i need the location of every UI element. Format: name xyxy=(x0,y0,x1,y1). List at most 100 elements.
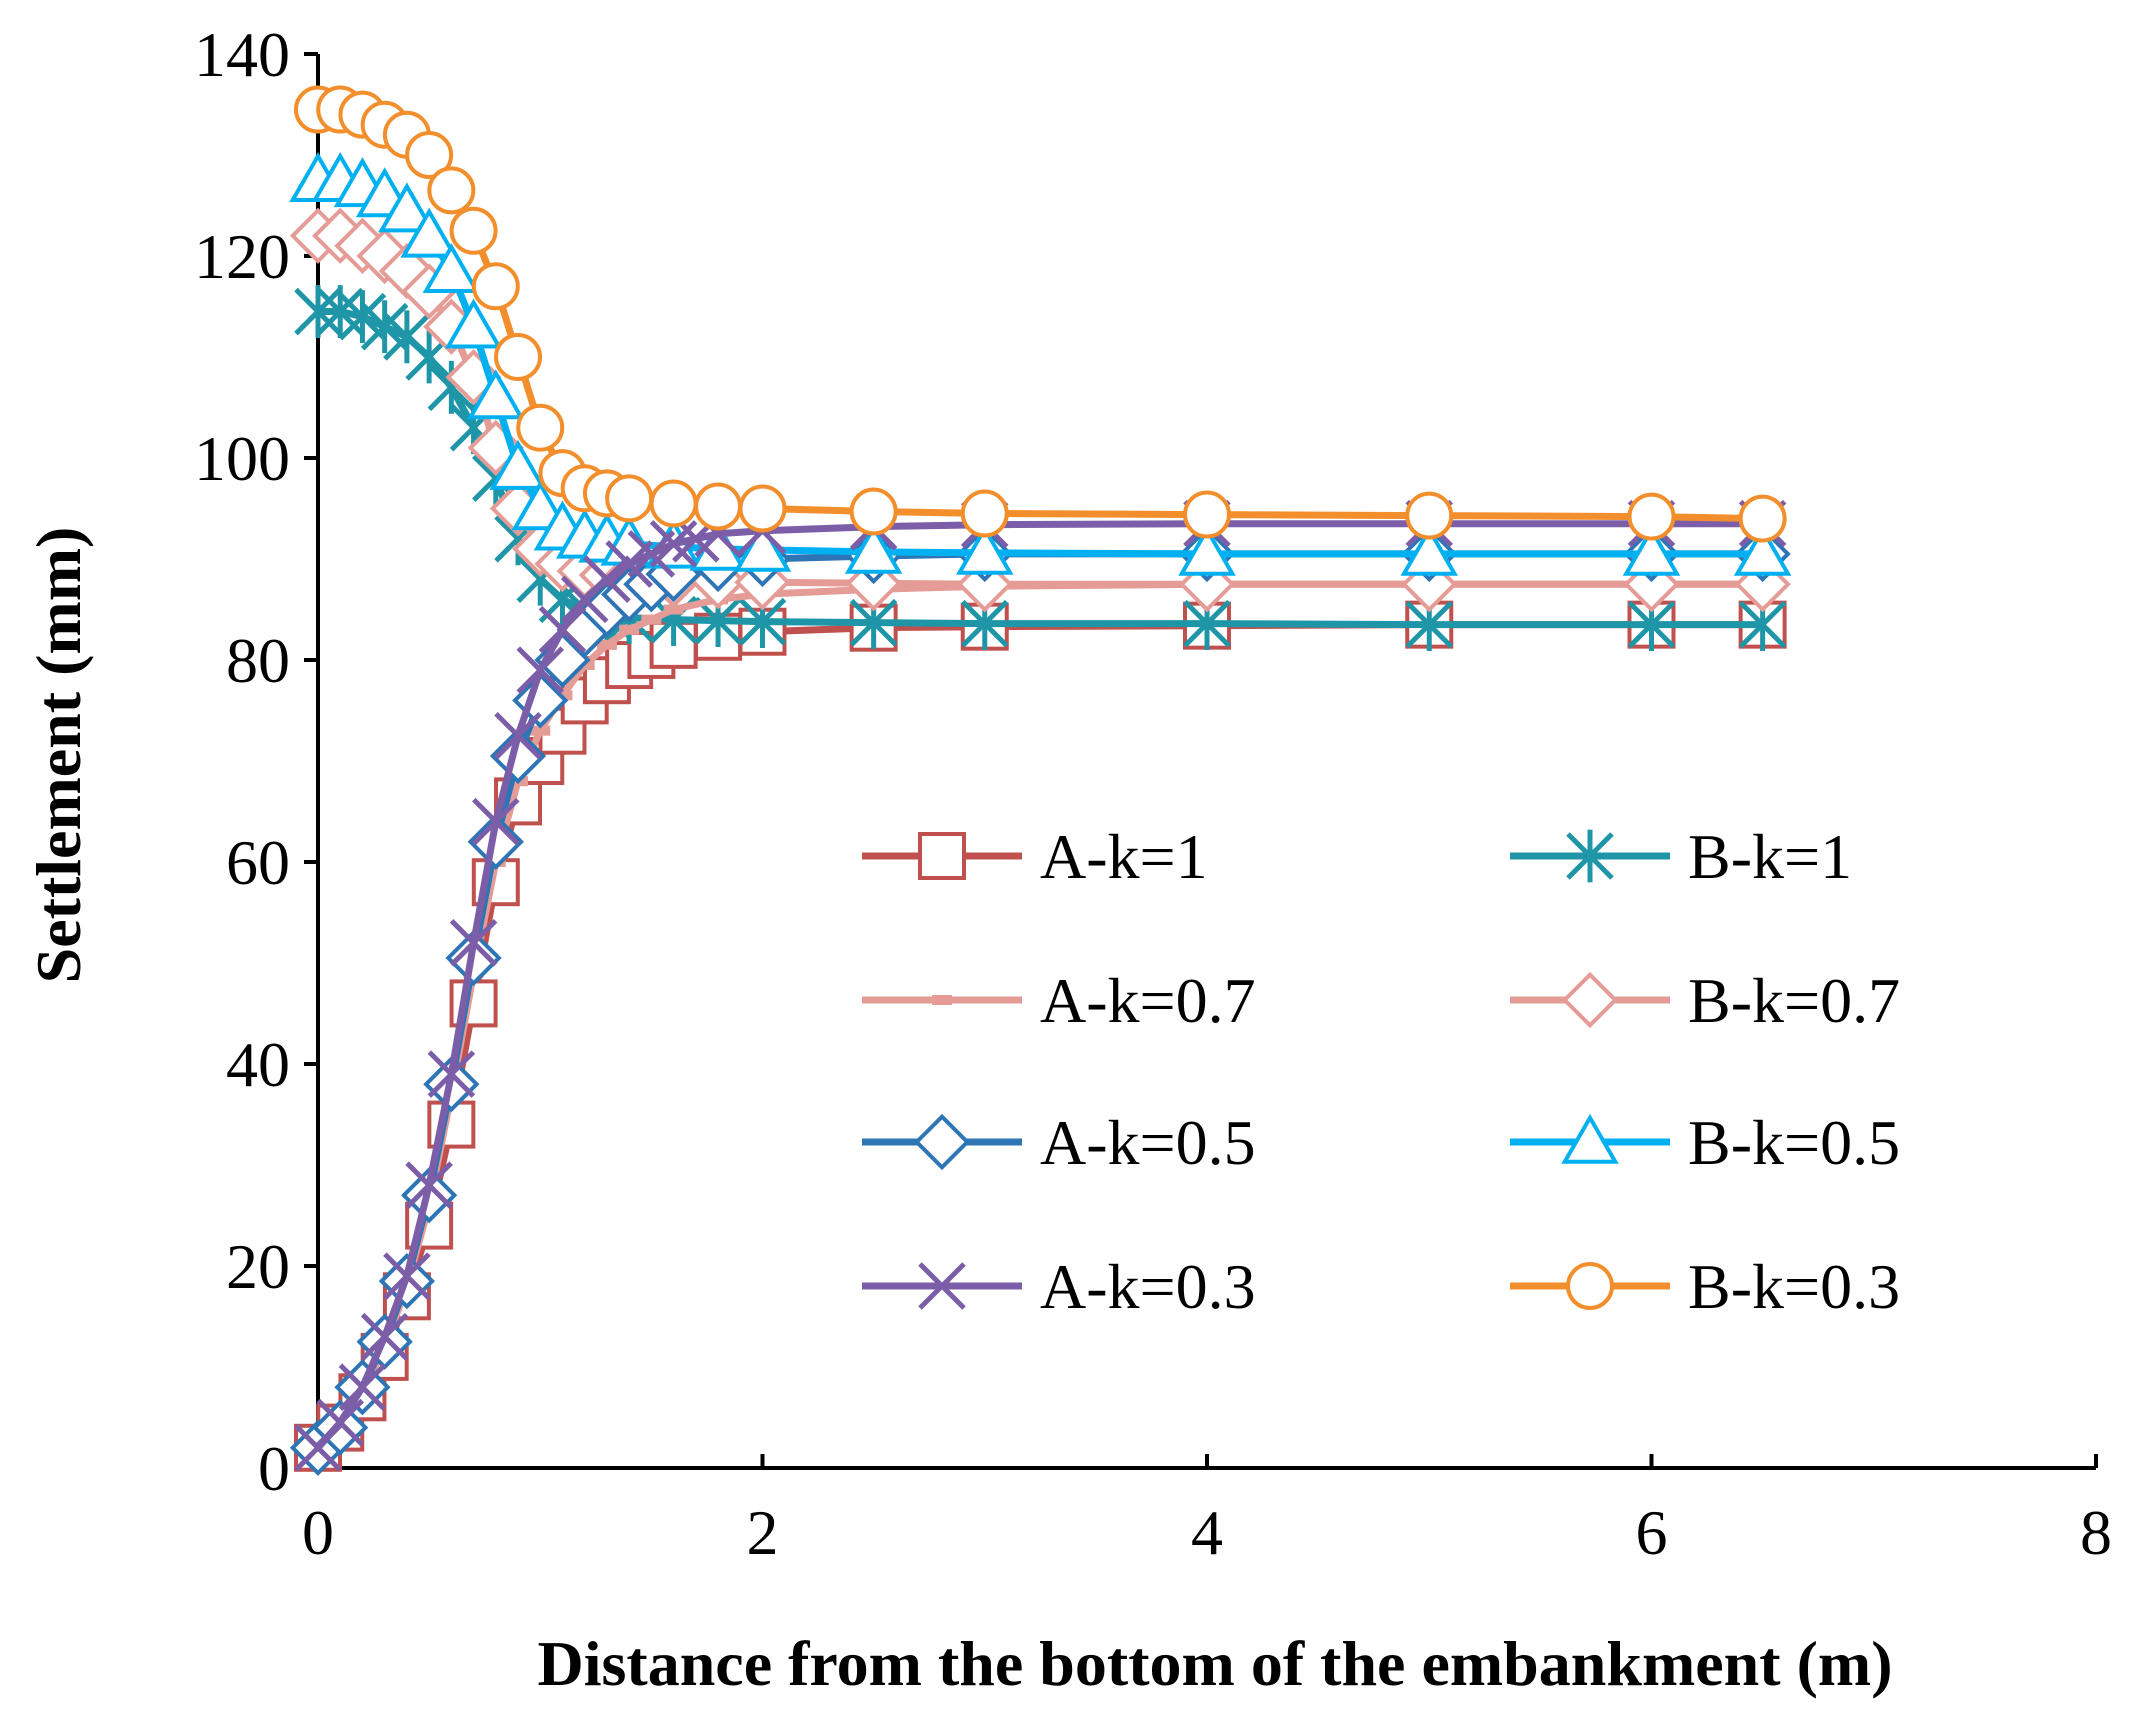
data-point xyxy=(338,1363,387,1411)
data-point xyxy=(1183,490,1231,539)
data-point xyxy=(444,298,503,349)
data-point xyxy=(405,131,454,179)
data-point xyxy=(1734,556,1791,613)
x-tick-label: 0 xyxy=(302,1497,334,1568)
data-point xyxy=(1401,556,1458,613)
data-point xyxy=(489,439,547,490)
y-tick-label: 0 xyxy=(258,1433,290,1504)
data-point xyxy=(538,605,587,654)
legend-item: A-k=1 xyxy=(862,821,1208,892)
x-tick-label: 6 xyxy=(1636,1497,1668,1568)
data-point xyxy=(294,285,342,338)
legend-label: B-k=1 xyxy=(1688,821,1852,892)
legend-label: B-k=0.5 xyxy=(1688,1107,1900,1178)
legend: A-k=1 B-k=1 A-k=0.7 B-k=0.7 A-k=0.5 B-k=0.5 A-… xyxy=(862,821,1900,1322)
y-tick-label: 40 xyxy=(226,1029,290,1100)
data-point xyxy=(663,604,684,615)
data-point xyxy=(1623,556,1680,613)
data-point xyxy=(427,1050,476,1098)
data-point xyxy=(516,403,565,452)
data-point xyxy=(405,1161,453,1209)
data-point xyxy=(694,482,743,531)
data-point xyxy=(427,166,476,215)
data-point xyxy=(596,639,617,650)
data-point xyxy=(400,207,458,258)
legend-label: A-k=0.3 xyxy=(1040,1251,1256,1322)
data-point xyxy=(383,1252,431,1300)
data-point xyxy=(516,646,565,694)
legend-item: A-k=0.7 xyxy=(862,965,1256,1036)
data-point xyxy=(449,206,498,255)
y-axis-title: Settlement (mm) xyxy=(23,527,94,984)
data-point xyxy=(467,369,525,420)
data-point xyxy=(530,725,551,736)
data-point xyxy=(1178,525,1236,576)
legend-item: B-k=1 xyxy=(1510,821,1852,892)
data-point xyxy=(1178,556,1236,613)
legend-item: A-k=0.3 xyxy=(862,1251,1256,1322)
legend-marker xyxy=(1561,1113,1619,1164)
data-point xyxy=(494,711,542,760)
data-point xyxy=(378,182,436,233)
data-point xyxy=(471,262,520,311)
legend-marker xyxy=(913,1113,971,1171)
legend-marker xyxy=(1566,829,1614,883)
data-point xyxy=(1405,491,1454,540)
series-layer xyxy=(289,85,1792,1476)
x-tick-label: 4 xyxy=(1191,1497,1223,1568)
y-tick-label: 20 xyxy=(226,1231,290,1302)
data-point xyxy=(1400,525,1459,576)
series-b-k-0-3-line xyxy=(318,106,1763,523)
y-tick-label: 120 xyxy=(194,221,290,292)
legend-marker xyxy=(932,995,952,1005)
legend-item: A-k=0.5 xyxy=(862,1107,1256,1178)
legend-item: B-k=0.5 xyxy=(1510,1107,1900,1178)
data-point xyxy=(316,1398,364,1447)
legend-item: B-k=0.3 xyxy=(1510,1251,1900,1322)
legend-marker xyxy=(1566,1262,1614,1310)
x-tick-label: 2 xyxy=(747,1497,779,1568)
y-tick-label: 100 xyxy=(194,423,290,494)
legend-item: B-k=0.7 xyxy=(1510,965,1900,1036)
data-point xyxy=(360,1312,409,1361)
series-b-k-0-3 xyxy=(294,85,1787,543)
legend-label: B-k=0.3 xyxy=(1688,1251,1900,1322)
data-point xyxy=(494,333,543,381)
data-point xyxy=(641,614,662,625)
y-tick-label: 140 xyxy=(194,19,290,90)
axes: 0 20 40 60 80 100 120 140 0 2 4 6 8 xyxy=(194,19,2112,1568)
legend-label: B-k=0.7 xyxy=(1688,965,1900,1036)
data-point xyxy=(449,919,498,967)
legend-label: A-k=1 xyxy=(1040,821,1208,892)
data-point xyxy=(422,242,481,293)
data-point xyxy=(472,797,520,846)
data-point xyxy=(738,484,787,533)
data-point xyxy=(649,479,698,528)
data-point xyxy=(1622,525,1681,576)
data-point xyxy=(1738,494,1787,543)
data-point xyxy=(467,813,524,870)
data-point xyxy=(955,524,1014,575)
legend-marker xyxy=(918,1262,966,1310)
data-point xyxy=(605,474,654,523)
data-point xyxy=(489,727,547,785)
y-tick-label: 80 xyxy=(226,625,290,696)
x-tick-label: 8 xyxy=(2080,1497,2112,1568)
data-point xyxy=(1733,525,1792,576)
data-point xyxy=(956,556,1013,613)
data-point xyxy=(356,227,413,285)
x-axis-title: Distance from the bottom of the embankme… xyxy=(537,1628,1892,1699)
legend-label: A-k=0.5 xyxy=(1040,1107,1256,1178)
data-point xyxy=(849,487,898,536)
data-point xyxy=(844,523,903,574)
data-point xyxy=(619,624,640,635)
data-point xyxy=(733,521,792,572)
legend-marker xyxy=(918,832,966,880)
y-tick-label: 60 xyxy=(226,827,290,898)
data-point xyxy=(1627,492,1676,541)
data-point xyxy=(583,555,631,603)
legend-marker xyxy=(1561,971,1619,1029)
legend-label: A-k=0.7 xyxy=(1040,965,1256,1036)
data-point xyxy=(960,489,1009,538)
